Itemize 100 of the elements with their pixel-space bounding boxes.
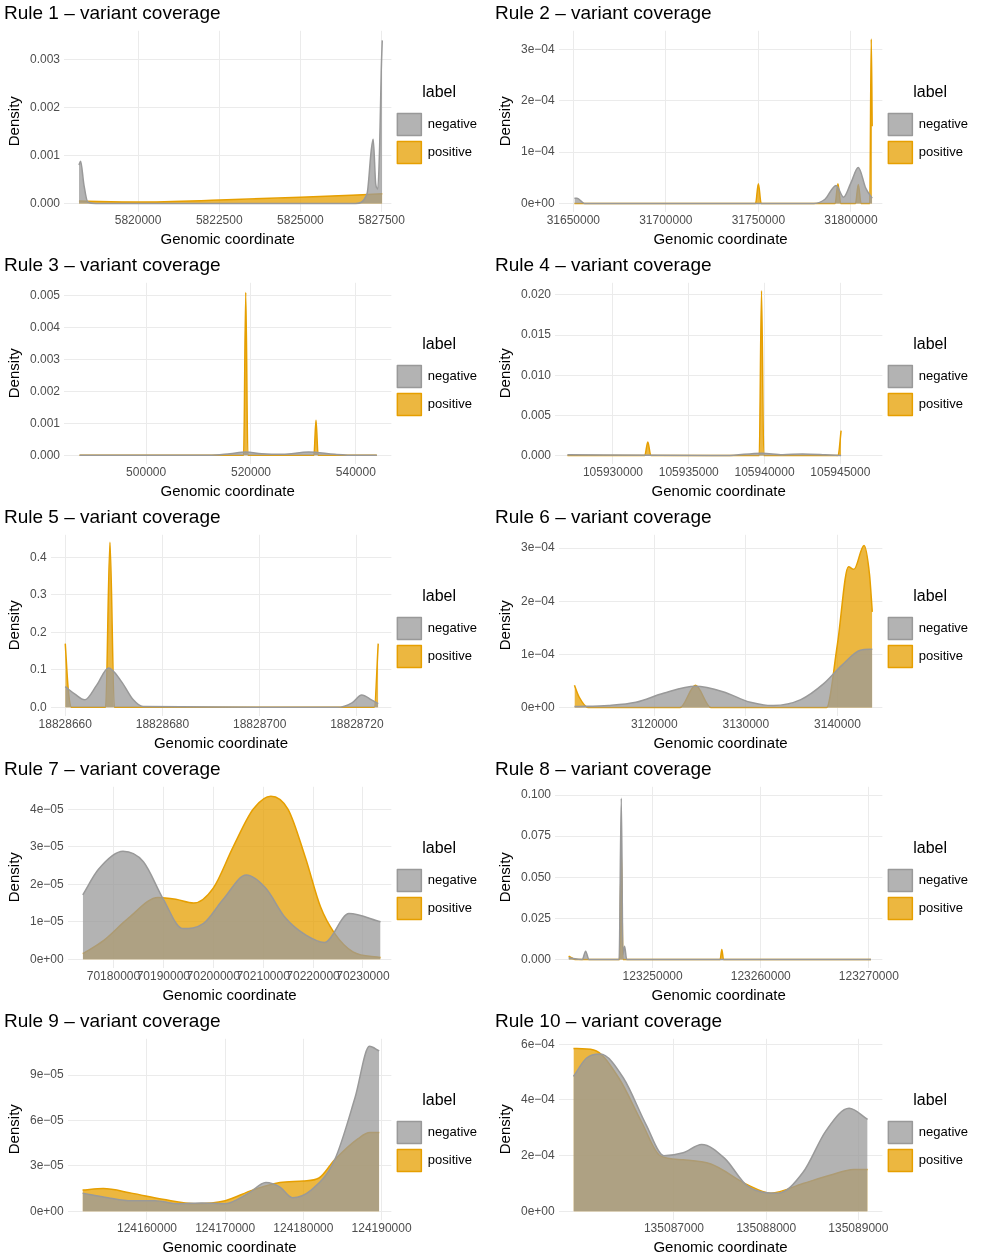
x-tick-label: 135087000 [643,1221,705,1236]
legend-title: label [913,1090,948,1108]
legend-title: label [422,82,457,100]
x-tick-label: 105935000 [658,465,720,480]
legend-title: label [422,838,457,856]
x-axis-title: Genomic coordinate [162,986,297,1004]
y-tick-label: 0.000 [30,195,61,210]
chart-title: Rule 5 – variant coverage [4,505,221,527]
x-axis-title: Genomic coordinate [651,986,786,1004]
legend-label: positive [918,648,963,664]
legend-title: label [422,334,457,352]
y-tick-label: 3e−04 [521,41,556,56]
legend-label: positive [427,396,472,412]
y-tick-label: 3e−04 [521,540,556,555]
y-axis-title: Density [496,851,514,903]
x-tick-label: 18828720 [330,717,384,732]
y-tick-label: 0.015 [521,327,552,342]
y-tick-label: 0.010 [521,367,552,382]
y-tick-label: 6e−04 [521,1036,556,1051]
legend-title: label [913,334,948,352]
x-axis-title: Genomic coordinate [160,230,295,248]
chart-title: Rule 2 – variant coverage [495,1,712,23]
y-tick-label: 0e+00 [521,195,556,210]
y-axis-title: Density [496,347,514,399]
x-tick-label: 31750000 [731,213,786,228]
chart-title: Rule 9 – variant coverage [4,1009,221,1031]
x-tick-label: 124170000 [195,1221,256,1236]
legend-label: negative [918,620,969,636]
y-tick-label: 1e−04 [521,646,556,661]
x-tick-label: 31650000 [546,213,601,228]
y-axis-title: Density [5,851,23,903]
y-axis-title: Density [5,347,23,399]
y-tick-label: 0e+00 [30,1203,65,1218]
x-tick-label: 18828700 [232,717,287,732]
legend-label: negative [427,368,478,384]
legend-label: positive [427,648,472,664]
y-tick-label: 9e−05 [30,1067,65,1082]
x-axis-title: Genomic coordinate [653,230,788,248]
y-tick-label: 0.100 [521,787,552,802]
y-tick-label: 0.002 [30,383,61,398]
legend-title: label [913,586,948,604]
x-tick-label: 3140000 [814,717,862,732]
x-tick-label: 3130000 [722,717,770,732]
y-tick-label: 0e+00 [521,699,556,714]
chart-title: Rule 10 – variant coverage [495,1009,723,1031]
y-tick-label: 4e−05 [30,801,65,816]
x-tick-label: 124160000 [116,1221,178,1236]
y-tick-label: 0.001 [30,415,61,430]
x-tick-label: 520000 [230,465,272,480]
y-tick-label: 0.003 [30,351,61,366]
legend-label: positive [918,144,963,160]
chart-title: Rule 6 – variant coverage [495,505,712,527]
x-tick-label: 31800000 [824,213,878,228]
y-tick-label: 0.000 [30,447,61,462]
x-tick-label: 124180000 [273,1221,334,1236]
x-tick-label: 18828680 [135,717,190,732]
y-tick-label: 0.020 [521,287,552,302]
x-tick-label: 5825000 [277,213,325,228]
x-tick-label: 18828660 [38,717,93,732]
y-tick-label: 0.1 [29,662,47,677]
y-tick-label: 2e−04 [521,92,556,107]
y-axis-title: Density [5,1103,23,1155]
y-axis-title: Density [496,1103,514,1155]
x-tick-label: 5822500 [195,213,243,228]
legend-label: positive [918,900,963,916]
y-tick-label: 0.000 [521,951,552,966]
y-tick-label: 0.025 [521,910,552,925]
y-tick-label: 0.3 [29,587,47,602]
y-tick-label: 0.004 [30,319,61,334]
y-axis-title: Density [496,95,514,147]
y-tick-label: 2e−04 [521,593,556,608]
y-tick-label: 0.003 [30,51,61,66]
y-tick-label: 0.075 [521,828,552,843]
x-tick-label: 123260000 [730,969,792,984]
y-tick-label: 0.0 [29,699,47,714]
legend-label: negative [427,872,478,888]
x-tick-label: 123270000 [838,969,900,984]
legend-label: negative [427,116,478,132]
x-axis-title: Genomic coordinate [162,1238,297,1256]
legend-label: negative [918,116,969,132]
y-tick-label: 0e+00 [30,951,65,966]
y-tick-label: 2e−04 [521,1147,556,1162]
y-tick-label: 0.050 [521,869,552,884]
legend-title: label [913,82,948,100]
x-tick-label: 123250000 [622,969,683,984]
chart-title: Rule 4 – variant coverage [495,253,712,275]
chart-title: Rule 1 – variant coverage [4,1,221,23]
y-tick-label: 1e−05 [30,914,65,929]
x-tick-label: 105945000 [810,465,871,480]
y-tick-label: 0.001 [30,147,61,162]
chart-title: Rule 7 – variant coverage [4,757,221,779]
x-tick-label: 105940000 [734,465,795,480]
legend-label: positive [427,1152,472,1168]
x-tick-label: 124190000 [351,1221,412,1236]
legend-label: positive [918,396,963,412]
y-tick-label: 2e−05 [30,876,65,891]
x-tick-label: 105930000 [582,465,644,480]
legend-label: positive [427,144,472,160]
y-tick-label: 0.002 [30,99,61,114]
x-tick-label: 5820000 [114,213,162,228]
